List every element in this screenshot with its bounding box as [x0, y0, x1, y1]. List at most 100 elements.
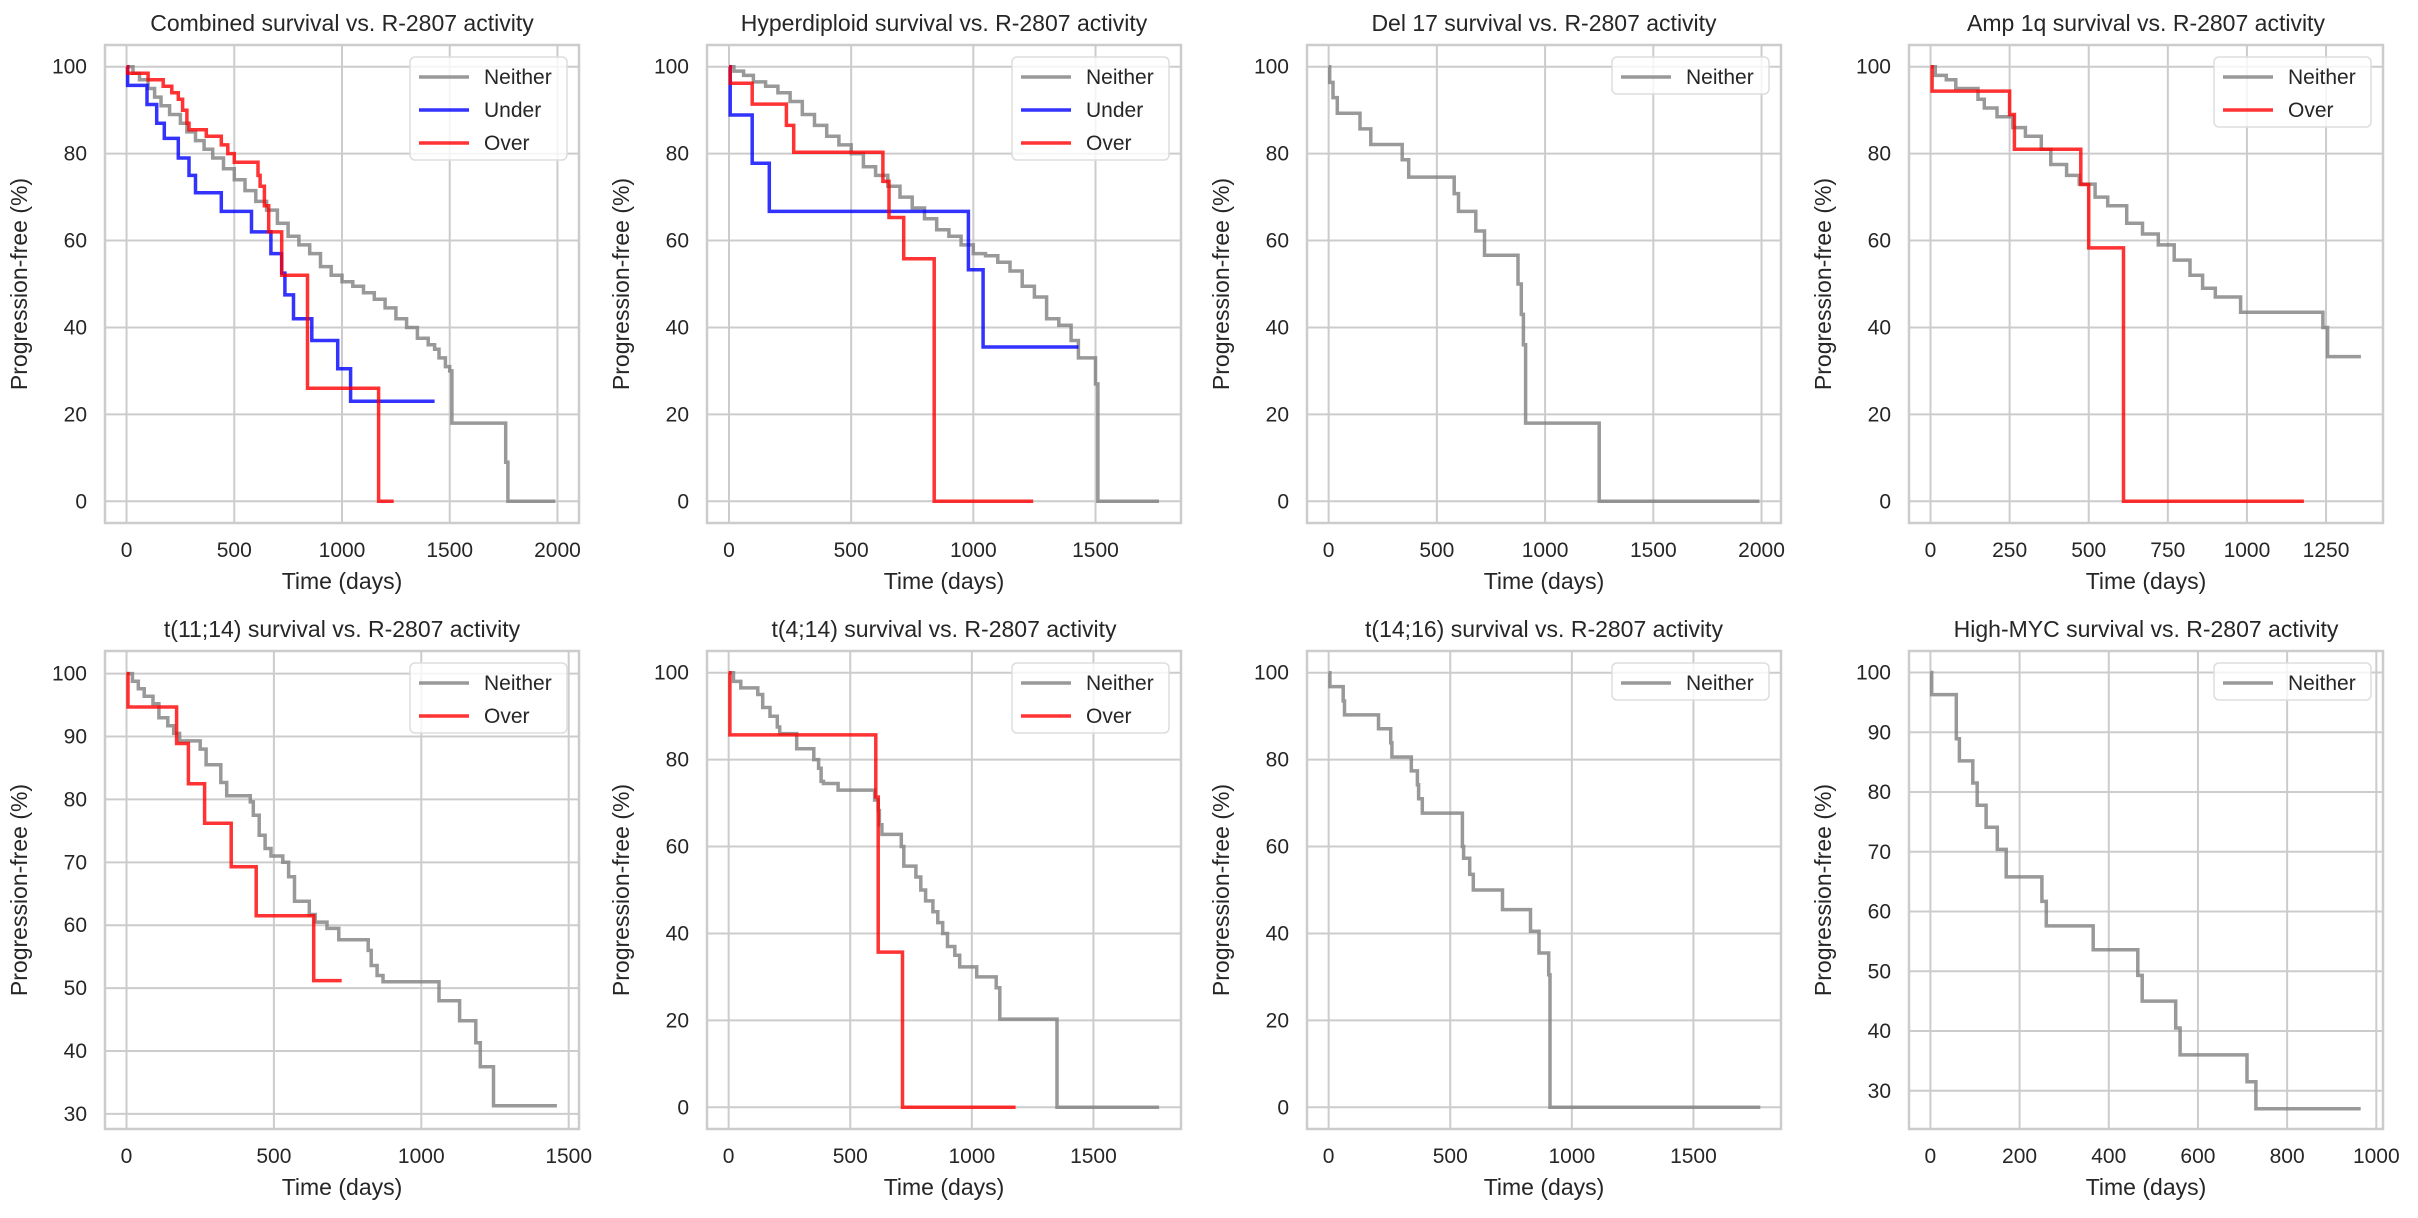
axes-frame	[1907, 649, 2385, 1131]
y-tick-label: 20	[1266, 1009, 1289, 1032]
y-tick-label: 60	[64, 914, 87, 937]
x-tick-label: 0	[1925, 539, 1937, 562]
x-tick-label: 1000	[948, 1145, 995, 1168]
y-tick-label: 60	[666, 836, 689, 859]
y-tick-label: 40	[1868, 1020, 1891, 1043]
x-axis-label: Time (days)	[1484, 568, 1605, 594]
subplot-panel: Amp 1q survival vs. R-2807 activity 0 250 5…	[1810, 10, 2385, 594]
x-axis-label: Time (days)	[884, 1174, 1005, 1200]
subplot-title: Hyperdiploid survival vs. R-2807 activit…	[741, 10, 1148, 36]
y-tick-label: 0	[1879, 490, 1891, 513]
legend-item: Over	[419, 132, 530, 155]
y-tick-label: 90	[1868, 721, 1891, 744]
legend: Neither Over	[1011, 662, 1170, 734]
y-tick-label: 100	[654, 662, 689, 685]
km-curve-over	[125, 64, 394, 504]
x-tick-label: 1500	[1630, 539, 1677, 562]
x-tick-label: 200	[2002, 1145, 2037, 1168]
legend: Neither Under Over	[1011, 56, 1170, 161]
x-tick-label: 500	[2071, 539, 2106, 562]
legend-frame	[2213, 662, 2372, 701]
y-tick-label: 0	[1277, 490, 1289, 513]
legend-label: Neither	[2288, 672, 2356, 695]
legend-item: Under	[1021, 99, 1143, 122]
y-axis-label: Progression-free (%)	[1208, 178, 1234, 390]
y-tick-label: 60	[1266, 230, 1289, 253]
km-curve-over	[126, 671, 342, 983]
x-axis-label: Time (days)	[1484, 1174, 1605, 1200]
x-tick-label: 1000	[950, 539, 997, 562]
subplot-panel: Combined survival vs. R-2807 activity 0 50…	[6, 10, 581, 594]
legend-label: Over	[1086, 705, 1132, 728]
legend-label: Over	[1086, 132, 1132, 155]
y-tick-label: 80	[1266, 143, 1289, 166]
y-tick-label: 30	[64, 1103, 87, 1126]
x-tick-label: 250	[1992, 539, 2027, 562]
y-tick-label: 60	[1868, 230, 1891, 253]
legend-item: Neither	[2223, 672, 2356, 695]
subplot-title: t(11;14) survival vs. R-2807 activity	[164, 616, 521, 642]
y-tick-label: 80	[64, 143, 87, 166]
legend-item: Neither	[419, 672, 552, 695]
legend-item: Neither	[1021, 66, 1154, 89]
y-tick-label: 40	[666, 316, 689, 339]
legend-label: Over	[484, 705, 530, 728]
y-tick-label: 40	[1266, 316, 1289, 339]
legend-label: Under	[484, 99, 541, 122]
subplot-title: t(14;16) survival vs. R-2807 activity	[1365, 616, 1723, 642]
x-axis-label: Time (days)	[282, 568, 403, 594]
y-tick-label: 60	[1266, 836, 1289, 859]
x-tick-label: 600	[2180, 1145, 2215, 1168]
legend-label: Neither	[1686, 66, 1754, 89]
y-tick-label: 60	[64, 230, 87, 253]
x-tick-label: 1500	[1072, 539, 1119, 562]
y-tick-label: 100	[52, 663, 87, 686]
legend-item: Neither	[1621, 66, 1754, 89]
x-tick-label: 0	[1323, 1145, 1335, 1168]
y-tick-label: 80	[1868, 143, 1891, 166]
subplot-title: Del 17 survival vs. R-2807 activity	[1371, 10, 1717, 36]
y-tick-label: 20	[1868, 403, 1891, 426]
y-tick-label: 60	[666, 230, 689, 253]
subplot-panel: High-MYC survival vs. R-2807 activity 0 20…	[1810, 616, 2400, 1200]
x-tick-label: 500	[833, 1145, 868, 1168]
x-tick-label: 800	[2270, 1145, 2305, 1168]
x-tick-label: 1000	[1522, 539, 1569, 562]
x-tick-label: 2000	[1738, 539, 1785, 562]
x-tick-label: 0	[723, 1145, 735, 1168]
x-tick-label: 400	[2091, 1145, 2126, 1168]
km-curve-over	[1930, 64, 2304, 504]
x-tick-label: 1000	[2224, 539, 2271, 562]
x-axis-label: Time (days)	[2086, 1174, 2207, 1200]
x-tick-label: 1000	[319, 539, 366, 562]
y-tick-label: 100	[1856, 56, 1891, 79]
axes-frame	[103, 649, 581, 1131]
y-tick-label: 50	[64, 977, 87, 1000]
legend-frame	[1011, 56, 1170, 161]
km-curve-neither	[728, 670, 1160, 1110]
y-tick-label: 70	[1868, 841, 1891, 864]
x-tick-label: 1000	[398, 1145, 445, 1168]
km-curve-over	[728, 64, 1034, 504]
km-curve-neither	[126, 64, 556, 504]
km-curve-neither	[1327, 64, 1760, 504]
legend: Neither Under Over	[409, 56, 568, 161]
legend-frame	[409, 56, 568, 161]
x-axis-label: Time (days)	[282, 1174, 403, 1200]
y-tick-label: 0	[677, 1096, 689, 1119]
y-tick-label: 100	[52, 56, 87, 79]
axes-frame	[705, 43, 1183, 525]
y-tick-label: 100	[1254, 56, 1289, 79]
x-tick-label: 500	[1419, 539, 1454, 562]
legend-item: Over	[2223, 99, 2334, 122]
legend: Neither	[2213, 662, 2372, 701]
legend-label: Neither	[484, 66, 552, 89]
legend-label: Neither	[484, 672, 552, 695]
legend: Neither	[1611, 56, 1770, 95]
y-tick-label: 40	[666, 922, 689, 945]
legend-frame	[1611, 662, 1770, 701]
x-axis-label: Time (days)	[884, 568, 1005, 594]
y-axis-label: Progression-free (%)	[6, 784, 32, 996]
y-tick-label: 100	[1856, 662, 1891, 685]
